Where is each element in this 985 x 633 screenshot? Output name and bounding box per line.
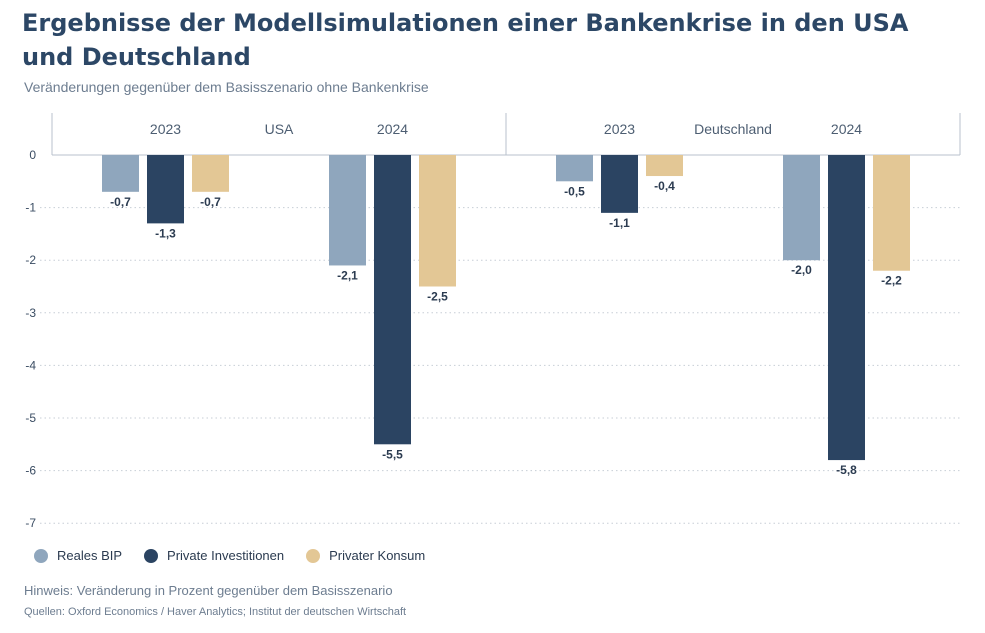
y-tick-label: -7 [25,516,36,530]
legend-label-private-investitionen: Private Investitionen [167,548,285,563]
bar-value-label: -2,2 [881,274,902,288]
chart-source: Quellen: Oxford Economics / Haver Analyt… [24,606,407,618]
chart-subtitle: Veränderungen gegenüber dem Basisszenari… [24,79,429,95]
bar-deutschland-2023-2 [646,155,683,177]
y-tick-label: -3 [25,306,36,320]
year-label: 2023 [604,121,635,137]
bar-value-label: -2,1 [337,268,358,282]
bar-value-label: -5,5 [382,447,403,461]
legend-item-reales-bip: Reales BIP [34,548,122,563]
bar-usa-2023-0 [102,155,139,192]
y-tick-label: -2 [25,253,36,267]
bar-chart: 0 -1 -2 -3 -4 -5 -6 -7 USA 2023 -0,7 -1,3 -0,7 2024 -2… [25,113,961,530]
bar-usa-2023-1 [147,155,184,224]
year-label: 2024 [831,121,862,137]
bar-value-label: -2,0 [791,263,812,277]
bar-value-label: -2,5 [427,290,448,304]
chart-title: Ergebnisse der Modellsimulationen einer … [22,9,909,71]
panel-label: Deutschland [694,121,772,137]
chart-note: Hinweis: Veränderung in Prozent gegenübe… [24,583,393,598]
year-label: 2023 [150,121,181,137]
bar-value-label: -0,7 [110,195,131,209]
legend-label-privater-konsum: Privater Konsum [329,548,426,563]
bar-deutschland-2024-0 [783,155,820,261]
panel-label: USA [265,121,294,137]
bar-value-label: -0,5 [564,184,585,198]
bar-usa-2024-2 [419,155,456,287]
bar-deutschland-2024-2 [873,155,910,271]
legend-swatch-privater-konsum [306,548,321,563]
legend-item-private-investitionen: Private Investitionen [144,548,284,563]
legend-swatch-private-investitionen [144,548,159,563]
bar-value-label: -1,1 [609,216,630,230]
year-label: 2024 [377,121,408,137]
y-tick-label: -1 [25,201,36,215]
bar-deutschland-2023-1 [601,155,638,213]
bar-deutschland-2024-1 [828,155,865,461]
bar-value-label: -1,3 [155,226,176,240]
y-tick-label: -6 [25,464,36,478]
bar-value-label: -5,8 [836,463,857,477]
legend-item-privater-konsum: Privater Konsum [306,548,425,563]
bar-usa-2024-0 [329,155,366,266]
bar-value-label: -0,7 [200,195,221,209]
bar-usa-2024-1 [374,155,411,445]
y-tick-label: 0 [29,148,36,162]
y-tick-label: -5 [25,411,36,425]
legend-label-reales-bip: Reales BIP [57,548,123,563]
bar-deutschland-2023-0 [556,155,593,182]
legend-swatch-reales-bip [34,548,48,563]
bar-usa-2023-2 [192,155,229,192]
legend: Reales BIP Private Investitionen Private… [34,548,425,563]
y-tick-label: -4 [25,358,36,372]
bar-value-label: -0,4 [654,179,675,193]
